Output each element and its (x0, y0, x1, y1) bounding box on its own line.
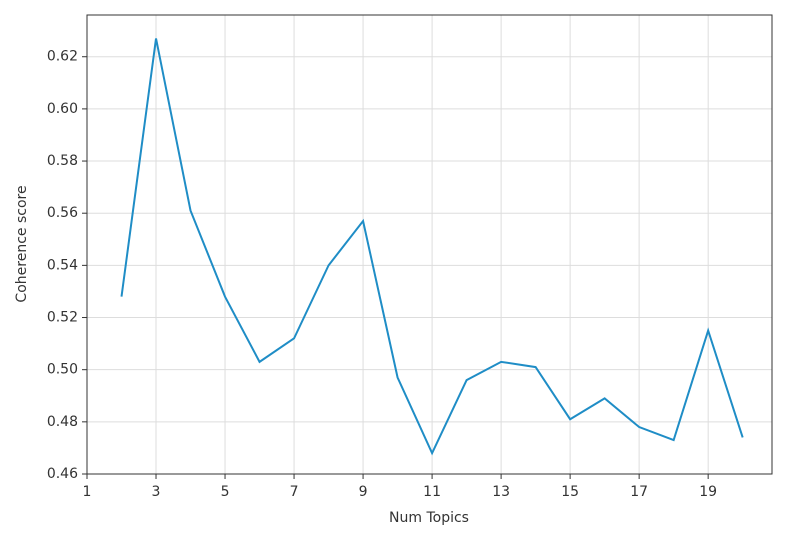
x-axis-label: Num Topics (389, 510, 469, 526)
x-tick-label: 13 (492, 484, 510, 500)
y-tick-label: 0.54 (47, 257, 78, 273)
y-tick-label: 0.58 (47, 153, 78, 169)
x-tick-label: 7 (290, 484, 299, 500)
y-tick-label: 0.56 (47, 205, 78, 221)
x-tick-label: 19 (699, 484, 717, 500)
y-tick-label: 0.62 (47, 49, 78, 65)
data-line (120, 38, 744, 456)
y-axis-label: Coherence score (14, 185, 30, 302)
x-tick-label: 17 (630, 484, 648, 500)
x-tick-label: 1 (83, 484, 92, 500)
x-tick-label: 3 (152, 484, 161, 500)
y-tick-label: 0.60 (47, 101, 78, 117)
x-tick-label: 15 (561, 484, 579, 500)
x-tick-label: 9 (359, 484, 368, 500)
y-tick-label: 0.50 (47, 362, 78, 378)
plot-frame (86, 14, 773, 475)
y-tick-label: 0.46 (47, 466, 78, 482)
y-tick-label: 0.52 (47, 310, 78, 326)
x-tick-label: 11 (423, 484, 441, 500)
y-tick-label: 0.48 (47, 414, 78, 430)
x-tick-label: 5 (221, 484, 230, 500)
